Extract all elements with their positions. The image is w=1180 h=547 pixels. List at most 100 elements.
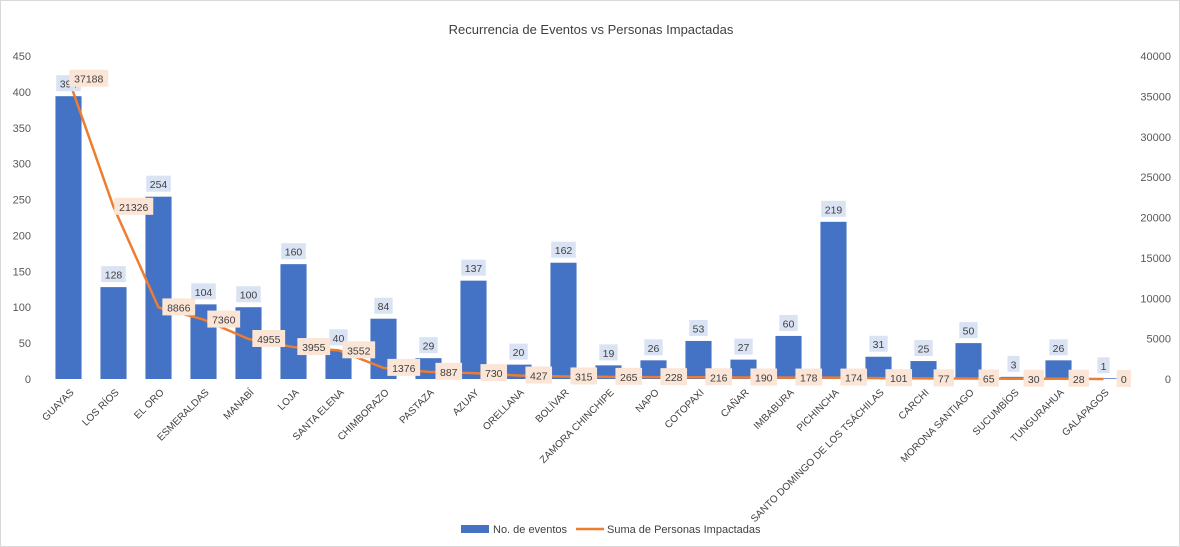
left-axis-tick: 200 — [13, 230, 31, 242]
line-data-label: 265 — [615, 367, 643, 385]
line-label-bg — [69, 69, 109, 87]
bar-label-text: 137 — [465, 263, 483, 275]
bar-label-bg — [236, 286, 261, 303]
right-axis: 0 5000 10000 15000 20000 25000 30000 35000 40000 — [1140, 51, 1171, 386]
line-data-label: 427 — [525, 366, 553, 384]
bar-label-bg — [461, 259, 486, 276]
line-data-label: 37188 — [69, 69, 109, 87]
line-label-bg — [795, 368, 823, 386]
bar-data-label: 160 — [281, 243, 306, 260]
line-label-bg — [252, 329, 286, 347]
bar-label-text: 19 — [603, 348, 615, 360]
line-label-bg — [885, 369, 913, 387]
bar-data-label: 50 — [959, 322, 978, 339]
line-label-text: 21326 — [119, 202, 148, 214]
bar-data-label: 60 — [779, 314, 798, 331]
bar-label-text: 50 — [963, 326, 975, 338]
line-data-label: 315 — [570, 367, 598, 385]
line-data-label: 3955 — [297, 338, 331, 356]
right-axis-tick: 35000 — [1140, 91, 1171, 103]
bar-data-label: 84 — [374, 297, 393, 314]
bar-label-bg — [146, 175, 171, 192]
line-label-bg — [933, 369, 954, 387]
bar-label-text: 254 — [150, 179, 168, 191]
line-label-bg — [480, 364, 508, 382]
bar-label-text: 20 — [513, 347, 525, 359]
line-data-label: 1376 — [387, 358, 421, 376]
line-label-text: 228 — [665, 372, 683, 384]
bar — [550, 262, 577, 379]
line-label-text: 0 — [1121, 374, 1127, 386]
left-axis-tick: 450 — [13, 51, 31, 63]
bar — [730, 359, 757, 379]
bar-data-label: 29 — [419, 337, 438, 354]
bar-label-text: 162 — [555, 245, 573, 257]
bar-label-bg — [551, 241, 576, 258]
bar-label-text: 26 — [1053, 343, 1065, 355]
line-label-bg — [978, 369, 999, 387]
bar-label-text: 27 — [738, 342, 750, 354]
line-data-label: 190 — [750, 368, 778, 386]
line-label-text: 887 — [440, 367, 458, 379]
line-label-bg — [1023, 369, 1044, 387]
line-data-label: 178 — [795, 368, 823, 386]
chart-title: Recurrencia de Eventos vs Personas Impac… — [449, 22, 734, 37]
bar-label-bg — [1049, 339, 1068, 356]
bar-data-label: 40 — [329, 329, 348, 346]
bar-label-text: 31 — [873, 339, 885, 351]
bar-data-label: 137 — [461, 259, 486, 276]
line-series — [67, 78, 1104, 381]
line-data-label: 3552 — [342, 341, 376, 359]
category-label: BOLÍVAR — [532, 386, 571, 425]
bar-label-text: 219 — [825, 204, 843, 216]
bar-data-label: 25 — [914, 340, 933, 357]
bar — [640, 360, 667, 379]
bar — [100, 287, 127, 379]
bar-data-label: 26 — [644, 339, 663, 356]
bar-data-label: 31 — [869, 335, 888, 352]
line-label-text: 30 — [1028, 374, 1040, 386]
bar-data-label: 3 — [1007, 355, 1020, 372]
line-data-label: 174 — [840, 368, 868, 386]
bar-label-bg — [419, 337, 438, 354]
bar-label-text: 128 — [105, 270, 123, 282]
right-axis-tick: 20000 — [1140, 213, 1171, 225]
bar-label-bg — [374, 297, 393, 314]
bar-label-text: 3 — [1011, 359, 1017, 371]
bar-data-label: 27 — [734, 338, 753, 355]
line-label-text: 216 — [710, 372, 728, 384]
category-label: COTOPAXI — [663, 387, 707, 431]
line-label-bg — [525, 366, 553, 384]
line-label-bg — [1068, 369, 1089, 387]
category-label: IMBABURA — [752, 387, 797, 432]
line-label-bg — [162, 298, 196, 316]
bar-label-text: 100 — [240, 290, 258, 302]
right-axis-tick: 0 — [1165, 374, 1171, 386]
category-label: SUCUMBÍOS — [970, 386, 1022, 438]
line-label-bg — [840, 368, 868, 386]
bar-label-bg — [101, 266, 126, 283]
left-axis-tick: 250 — [13, 195, 31, 207]
bar-label-bg — [509, 343, 528, 360]
line-label-text: 178 — [800, 373, 818, 385]
line-label-bg — [570, 367, 598, 385]
bar-label-bg — [821, 200, 846, 217]
bar-data-label: 26 — [1049, 339, 1068, 356]
line-label-text: 4955 — [257, 334, 281, 346]
category-label: MORONA SANTIAGO — [899, 387, 977, 465]
line-label-bg — [207, 310, 241, 328]
left-axis-tick: 0 — [25, 374, 31, 386]
legend-label-bars: No. de eventos — [493, 524, 567, 536]
line-label-text: 315 — [575, 371, 593, 383]
left-axis-tick: 400 — [13, 87, 31, 99]
line-label-bg — [435, 362, 463, 380]
line-label-text: 37188 — [74, 74, 103, 86]
bar-label-bg — [329, 329, 348, 346]
line-label-text: 7360 — [212, 315, 236, 327]
category-label: ZAMORA CHINCHIPE — [538, 387, 617, 466]
line-label-bg — [660, 368, 688, 386]
bar-series — [55, 96, 1117, 379]
bar-label-text: 25 — [918, 344, 930, 356]
bar-label-text: 26 — [648, 343, 660, 355]
line-data-label: 0 — [1116, 370, 1131, 387]
